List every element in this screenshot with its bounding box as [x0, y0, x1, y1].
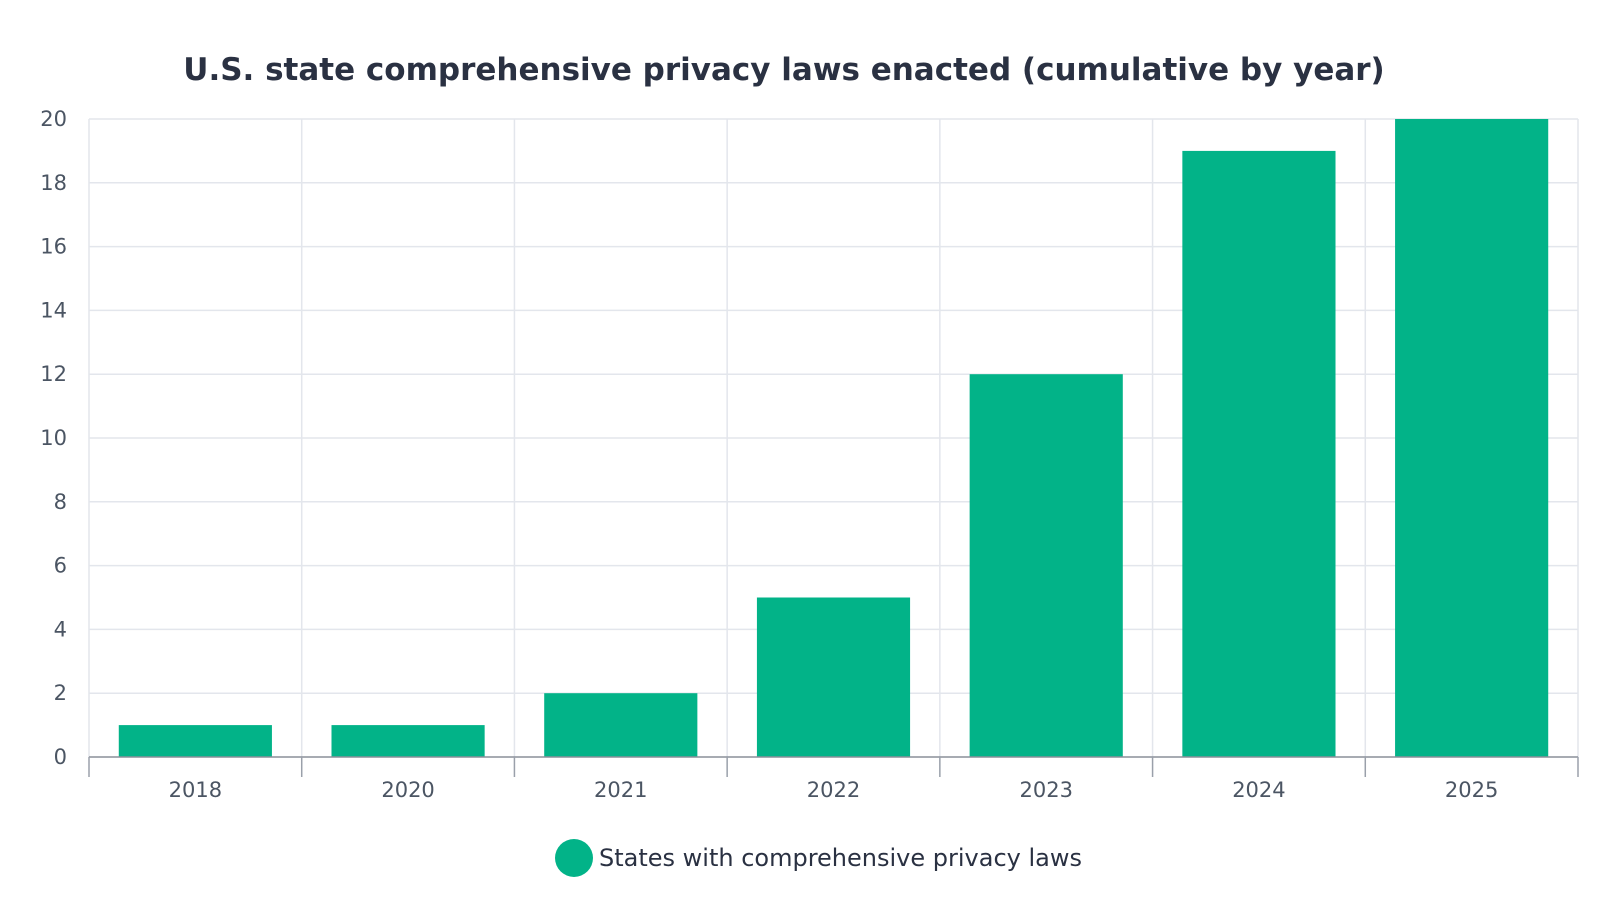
- y-tick-label: 20: [40, 107, 67, 131]
- y-tick-label: 0: [54, 745, 67, 769]
- x-tick-label: 2023: [1019, 778, 1072, 802]
- x-tick-label: 2022: [807, 778, 860, 802]
- y-tick-label: 12: [40, 362, 67, 386]
- y-tick-label: 2: [54, 681, 67, 705]
- y-tick-label: 14: [40, 298, 67, 322]
- y-tick-label: 10: [40, 426, 67, 450]
- y-tick-labels: 0 2 4 6 8 10 12 14 16 18 20: [40, 107, 67, 769]
- x-tick-label: 2025: [1445, 778, 1498, 802]
- bar-2021[interactable]: [544, 693, 698, 757]
- y-tick-label: 16: [40, 235, 67, 259]
- bar-2024[interactable]: [1182, 150, 1336, 757]
- grid-lines: [88, 118, 1579, 757]
- y-tick-label: 6: [54, 554, 67, 578]
- bar-2023[interactable]: [969, 374, 1123, 757]
- x-tick-label: 2024: [1232, 778, 1285, 802]
- legend-swatch-icon: [555, 839, 593, 877]
- bar-2022[interactable]: [756, 597, 911, 758]
- legend[interactable]: States with comprehensive privacy laws: [555, 839, 1082, 877]
- chart-title: U.S. state comprehensive privacy laws en…: [183, 52, 1384, 88]
- axes: [88, 756, 1579, 777]
- x-tick-labels: 2018 2020 2021 2022 2023 2024 2025: [169, 778, 1499, 802]
- x-tick-label: 2021: [594, 778, 647, 802]
- bars: [118, 119, 1549, 758]
- legend-label: States with comprehensive privacy laws: [599, 844, 1082, 872]
- bar-2018[interactable]: [118, 725, 272, 757]
- x-tick-label: 2018: [169, 778, 222, 802]
- bar-2025[interactable]: [1395, 119, 1549, 757]
- bar-2020[interactable]: [331, 725, 485, 757]
- x-tick-label: 2020: [381, 778, 434, 802]
- y-tick-label: 4: [54, 617, 67, 641]
- y-tick-label: 8: [54, 490, 67, 514]
- y-tick-label: 18: [40, 171, 67, 195]
